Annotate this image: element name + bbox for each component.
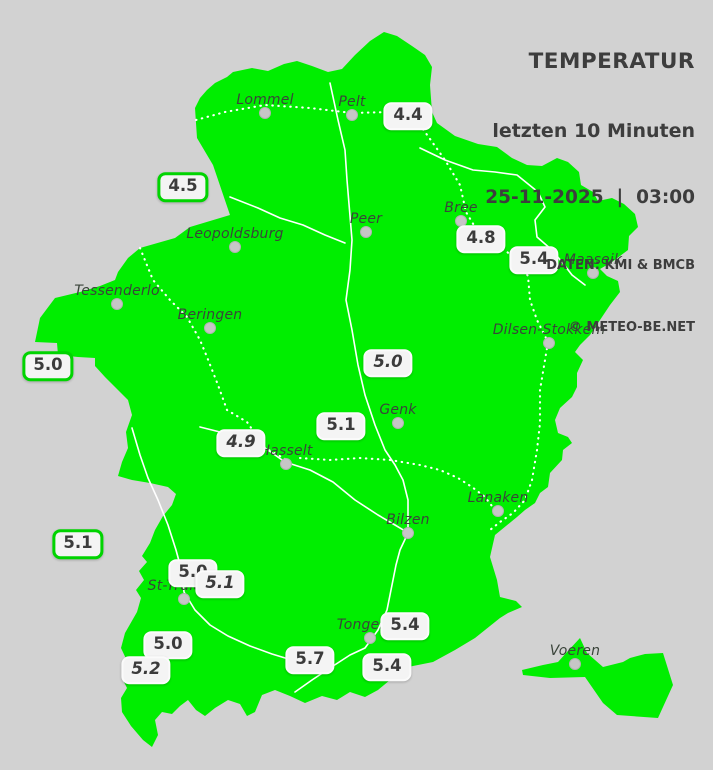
temperature-badge: 5.1 — [52, 529, 104, 559]
city-label: Tessenderlo — [74, 283, 160, 299]
city-dot — [543, 337, 555, 349]
city-label: Lanaken — [467, 490, 529, 506]
city-dot — [204, 322, 216, 334]
city-dot — [360, 226, 372, 238]
city-label: Bilzen — [386, 512, 430, 528]
city-dot — [280, 458, 292, 470]
temperature-badge: 5.2 — [121, 656, 171, 684]
temperature-badge: 4.5 — [157, 172, 209, 202]
city-label: Bree — [444, 200, 478, 216]
city-label: Genk — [379, 402, 417, 418]
city-label: Leopoldsburg — [186, 226, 284, 242]
copyright: © METEO-BE.NET — [568, 320, 695, 336]
city-dot — [111, 298, 123, 310]
temperature-badge: 4.8 — [456, 225, 506, 253]
map-subtitle: letzten 10 Minuten — [492, 119, 695, 142]
city-dot — [392, 417, 404, 429]
city-label: Pelt — [338, 94, 366, 110]
temperature-badge: 5.0 — [363, 349, 413, 377]
city-dot — [569, 658, 581, 670]
map-datetime: 25-11-2025 | 03:00 — [485, 187, 695, 209]
data-source: DATEN: KMI & BMCB — [546, 257, 695, 273]
city-label: Lommel — [236, 92, 294, 108]
temperature-badge: 5.1 — [195, 570, 245, 598]
border-dotted-lines — [138, 103, 550, 532]
city-dot — [229, 241, 241, 253]
city-dot — [178, 593, 190, 605]
city-dot — [346, 109, 358, 121]
temperature-badge: 5.4 — [380, 612, 430, 640]
temperature-badge: 5.4 — [362, 653, 412, 681]
city-label: Maaseik — [563, 252, 623, 268]
temperature-badge: 4.4 — [383, 102, 433, 130]
city-label: Voeren — [549, 643, 601, 659]
voeren-exclave-shape — [522, 638, 673, 718]
temperature-badge: 5.0 — [22, 351, 74, 381]
temperature-badge: 5.1 — [316, 412, 366, 440]
city-dot — [259, 107, 271, 119]
temperature-badge: 5.0 — [143, 631, 193, 659]
map-legend-header: TEMPERATUR letzten 10 Minuten 25-11-2025… — [485, 6, 695, 378]
city-dot — [492, 505, 504, 517]
city-dot — [402, 527, 414, 539]
temperature-badge: 5.7 — [285, 646, 335, 674]
city-label: Dilsen-Stokkem — [492, 322, 606, 338]
map-title: TEMPERATUR — [528, 49, 695, 75]
city-label: Peer — [349, 211, 383, 227]
temperature-badge: 4.9 — [216, 429, 266, 457]
city-label: Beringen — [177, 307, 243, 323]
city-dot — [364, 632, 376, 644]
city-label: Hasselt — [259, 443, 313, 459]
temperature-badge: 5.4 — [509, 246, 559, 274]
city-dot — [587, 267, 599, 279]
